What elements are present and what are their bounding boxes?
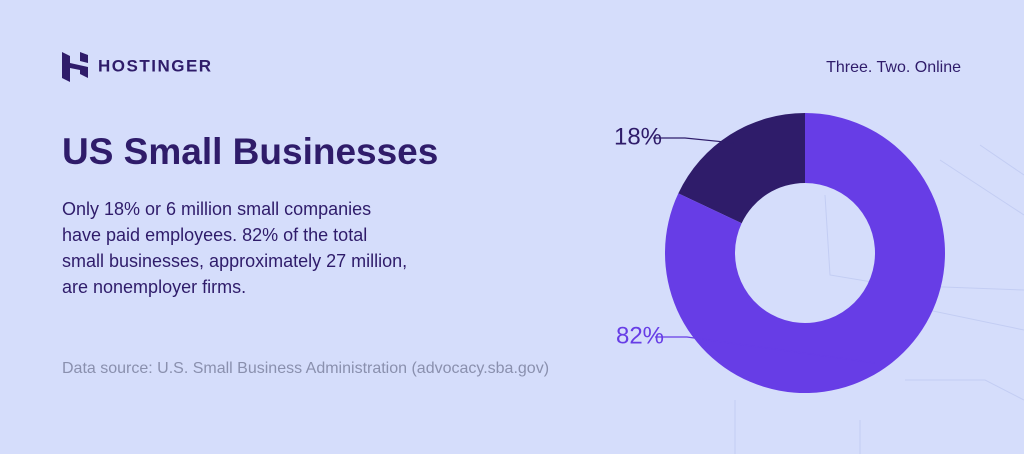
donut-slice (678, 113, 805, 224)
chart-title: US Small Businesses (62, 131, 438, 172)
decor-lines (734, 144, 1024, 454)
tagline: Three. Two. Online (826, 59, 961, 76)
description-line: are nonemployer firms. (62, 277, 246, 297)
leader-line (655, 336, 875, 364)
value-label: 82% (616, 322, 664, 349)
description-line: small businesses, approximately 27 milli… (62, 251, 407, 271)
logo-icon (62, 52, 88, 82)
leader-line (653, 137, 736, 144)
donut-slice (665, 113, 945, 394)
value-label: 18% (614, 123, 662, 150)
description-line: Only 18% or 6 million small companies (62, 199, 371, 219)
source: Data source: U.S. Small Business Adminis… (62, 360, 549, 377)
description-line: have paid employees. 82% of the total (62, 225, 367, 245)
brand: HOSTINGER (98, 56, 213, 75)
